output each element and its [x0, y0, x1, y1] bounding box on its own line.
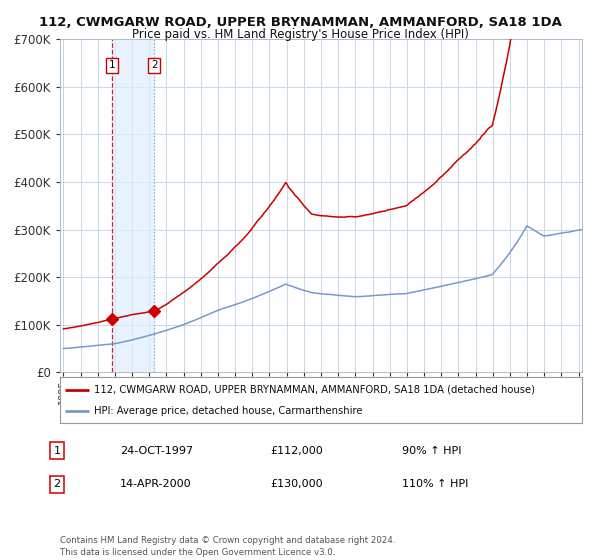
Text: 112, CWMGARW ROAD, UPPER BRYNAMMAN, AMMANFORD, SA18 1DA: 112, CWMGARW ROAD, UPPER BRYNAMMAN, AMMA… — [38, 16, 562, 29]
Text: 110% ↑ HPI: 110% ↑ HPI — [402, 479, 469, 489]
Text: HPI: Average price, detached house, Carmarthenshire: HPI: Average price, detached house, Carm… — [94, 407, 362, 416]
Text: 14-APR-2000: 14-APR-2000 — [120, 479, 191, 489]
Text: 2: 2 — [53, 479, 61, 489]
Text: £130,000: £130,000 — [270, 479, 323, 489]
Text: 2: 2 — [151, 60, 158, 71]
Text: Contains HM Land Registry data © Crown copyright and database right 2024.
This d: Contains HM Land Registry data © Crown c… — [60, 536, 395, 557]
Text: 90% ↑ HPI: 90% ↑ HPI — [402, 446, 461, 456]
Text: 1: 1 — [53, 446, 61, 456]
Text: 112, CWMGARW ROAD, UPPER BRYNAMMAN, AMMANFORD, SA18 1DA (detached house): 112, CWMGARW ROAD, UPPER BRYNAMMAN, AMMA… — [94, 385, 535, 395]
Text: 24-OCT-1997: 24-OCT-1997 — [120, 446, 193, 456]
Text: 1: 1 — [109, 60, 115, 71]
Bar — [112, 39, 154, 372]
Text: £112,000: £112,000 — [270, 446, 323, 456]
Text: Price paid vs. HM Land Registry's House Price Index (HPI): Price paid vs. HM Land Registry's House … — [131, 28, 469, 41]
